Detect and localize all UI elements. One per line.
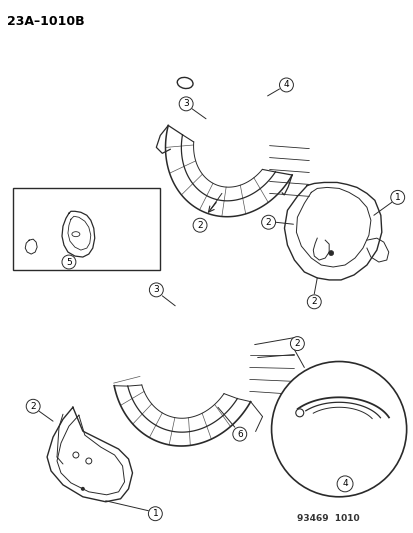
Circle shape (390, 190, 404, 204)
Circle shape (26, 399, 40, 413)
Circle shape (192, 218, 206, 232)
Circle shape (336, 476, 352, 492)
Text: 5: 5 (66, 257, 71, 266)
Text: 4: 4 (283, 80, 289, 90)
Circle shape (271, 361, 406, 497)
Text: 3: 3 (153, 285, 159, 294)
Text: 1: 1 (152, 509, 158, 518)
Text: 3: 3 (183, 99, 189, 108)
Circle shape (232, 427, 246, 441)
Text: 6: 6 (236, 430, 242, 439)
Text: 4: 4 (342, 479, 347, 488)
Text: 2: 2 (197, 221, 202, 230)
Circle shape (179, 97, 192, 111)
Text: 23A–1010B: 23A–1010B (7, 15, 85, 28)
Circle shape (62, 255, 76, 269)
Text: 93469  1010: 93469 1010 (297, 514, 359, 523)
Text: 2: 2 (294, 339, 299, 348)
Circle shape (306, 295, 320, 309)
Circle shape (290, 337, 304, 351)
Circle shape (148, 507, 162, 521)
Circle shape (295, 409, 303, 417)
Circle shape (81, 487, 85, 491)
Circle shape (261, 215, 275, 229)
Text: 2: 2 (311, 297, 316, 306)
Text: 2: 2 (30, 402, 36, 411)
Bar (13, 188, 160, 270)
Text: 1: 1 (394, 193, 400, 202)
Circle shape (279, 78, 293, 92)
Text: 2: 2 (265, 218, 271, 227)
Circle shape (328, 251, 333, 255)
Circle shape (149, 283, 163, 297)
